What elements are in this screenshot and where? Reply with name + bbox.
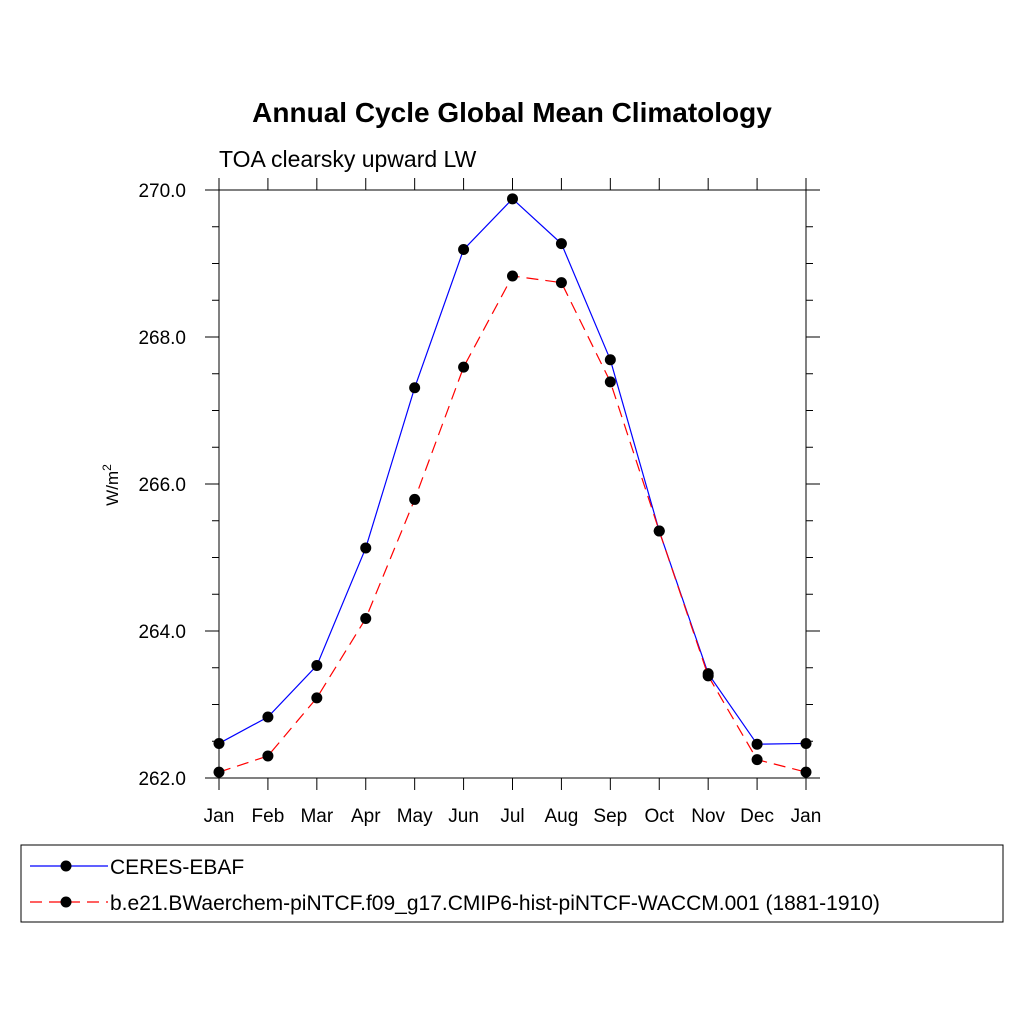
- x-tick-label: Jan: [204, 806, 235, 827]
- chart-title: Annual Cycle Global Mean Climatology: [252, 97, 772, 128]
- series-1-point: [555, 238, 567, 250]
- x-tick-label: Mar: [300, 806, 333, 827]
- x-tick-label: Jul: [500, 806, 524, 827]
- y-axis-label-text: W/m: [103, 471, 122, 506]
- x-tick-label: Nov: [691, 806, 725, 827]
- x-tick-label: Jun: [448, 806, 479, 827]
- series-2-point: [653, 525, 665, 537]
- series-2-point: [409, 493, 421, 505]
- series-2-point: [751, 754, 763, 766]
- series-2-point: [702, 670, 714, 682]
- series-1-point: [311, 660, 323, 672]
- series-layer: [213, 193, 812, 778]
- legend-box: [20, 844, 1004, 923]
- series-2-point: [800, 766, 812, 778]
- series-2-point: [262, 750, 274, 762]
- y-tick-label: 268.0: [138, 328, 186, 349]
- x-tick-label: Jan: [791, 806, 822, 827]
- x-tick-label: Apr: [351, 806, 381, 827]
- series-1-point: [751, 738, 763, 750]
- series-1-point: [262, 711, 274, 723]
- axes: 262.0 264.0 266.0 268.0 270.0 Jan Feb Mar Apr May…: [138, 178, 821, 827]
- series-1-point: [507, 193, 518, 205]
- series-1-point: [604, 354, 616, 366]
- chart-subtitle: TOA clearsky upward LW: [219, 146, 477, 172]
- legend-label-2: b.e21.BWaerchem-piNTCF.f09_g17.CMIP6-his…: [110, 892, 880, 915]
- series-2-point: [458, 361, 470, 373]
- x-tick-label: Aug: [545, 806, 579, 827]
- x-tick-label: Feb: [252, 806, 285, 827]
- series-2-point: [507, 270, 518, 282]
- x-tick-label: Dec: [740, 806, 774, 827]
- series-1-point: [458, 244, 470, 256]
- series-2-point: [213, 766, 225, 778]
- y-tick-label: 264.0: [138, 622, 186, 643]
- y-axis-label-superscript: 2: [100, 464, 114, 471]
- series-1-point: [213, 737, 225, 749]
- legend-label-1: CERES-EBAF: [110, 856, 244, 879]
- series-1-point: [409, 382, 421, 394]
- legend: CERES-EBAF b.e21.BWaerchem-piNTCF.f09_g17…: [30, 856, 880, 915]
- legend-marker-1: [60, 860, 72, 872]
- series-1-point: [800, 737, 812, 749]
- series-1-point: [360, 542, 372, 554]
- series-2-point: [311, 692, 323, 704]
- y-tick-label: 262.0: [138, 769, 186, 790]
- x-tick-label: Sep: [593, 806, 627, 827]
- y-tick-label: 266.0: [138, 475, 186, 496]
- series-2-point: [604, 376, 616, 388]
- legend-marker-2: [60, 896, 72, 908]
- series-2: [213, 270, 812, 778]
- series-2-point: [555, 277, 567, 289]
- x-tick-label: Oct: [644, 806, 674, 827]
- y-tick-label: 270.0: [138, 181, 186, 202]
- series-2-point: [360, 613, 372, 625]
- x-tick-label: May: [397, 806, 433, 827]
- y-axis-label: W/m2: [100, 464, 122, 506]
